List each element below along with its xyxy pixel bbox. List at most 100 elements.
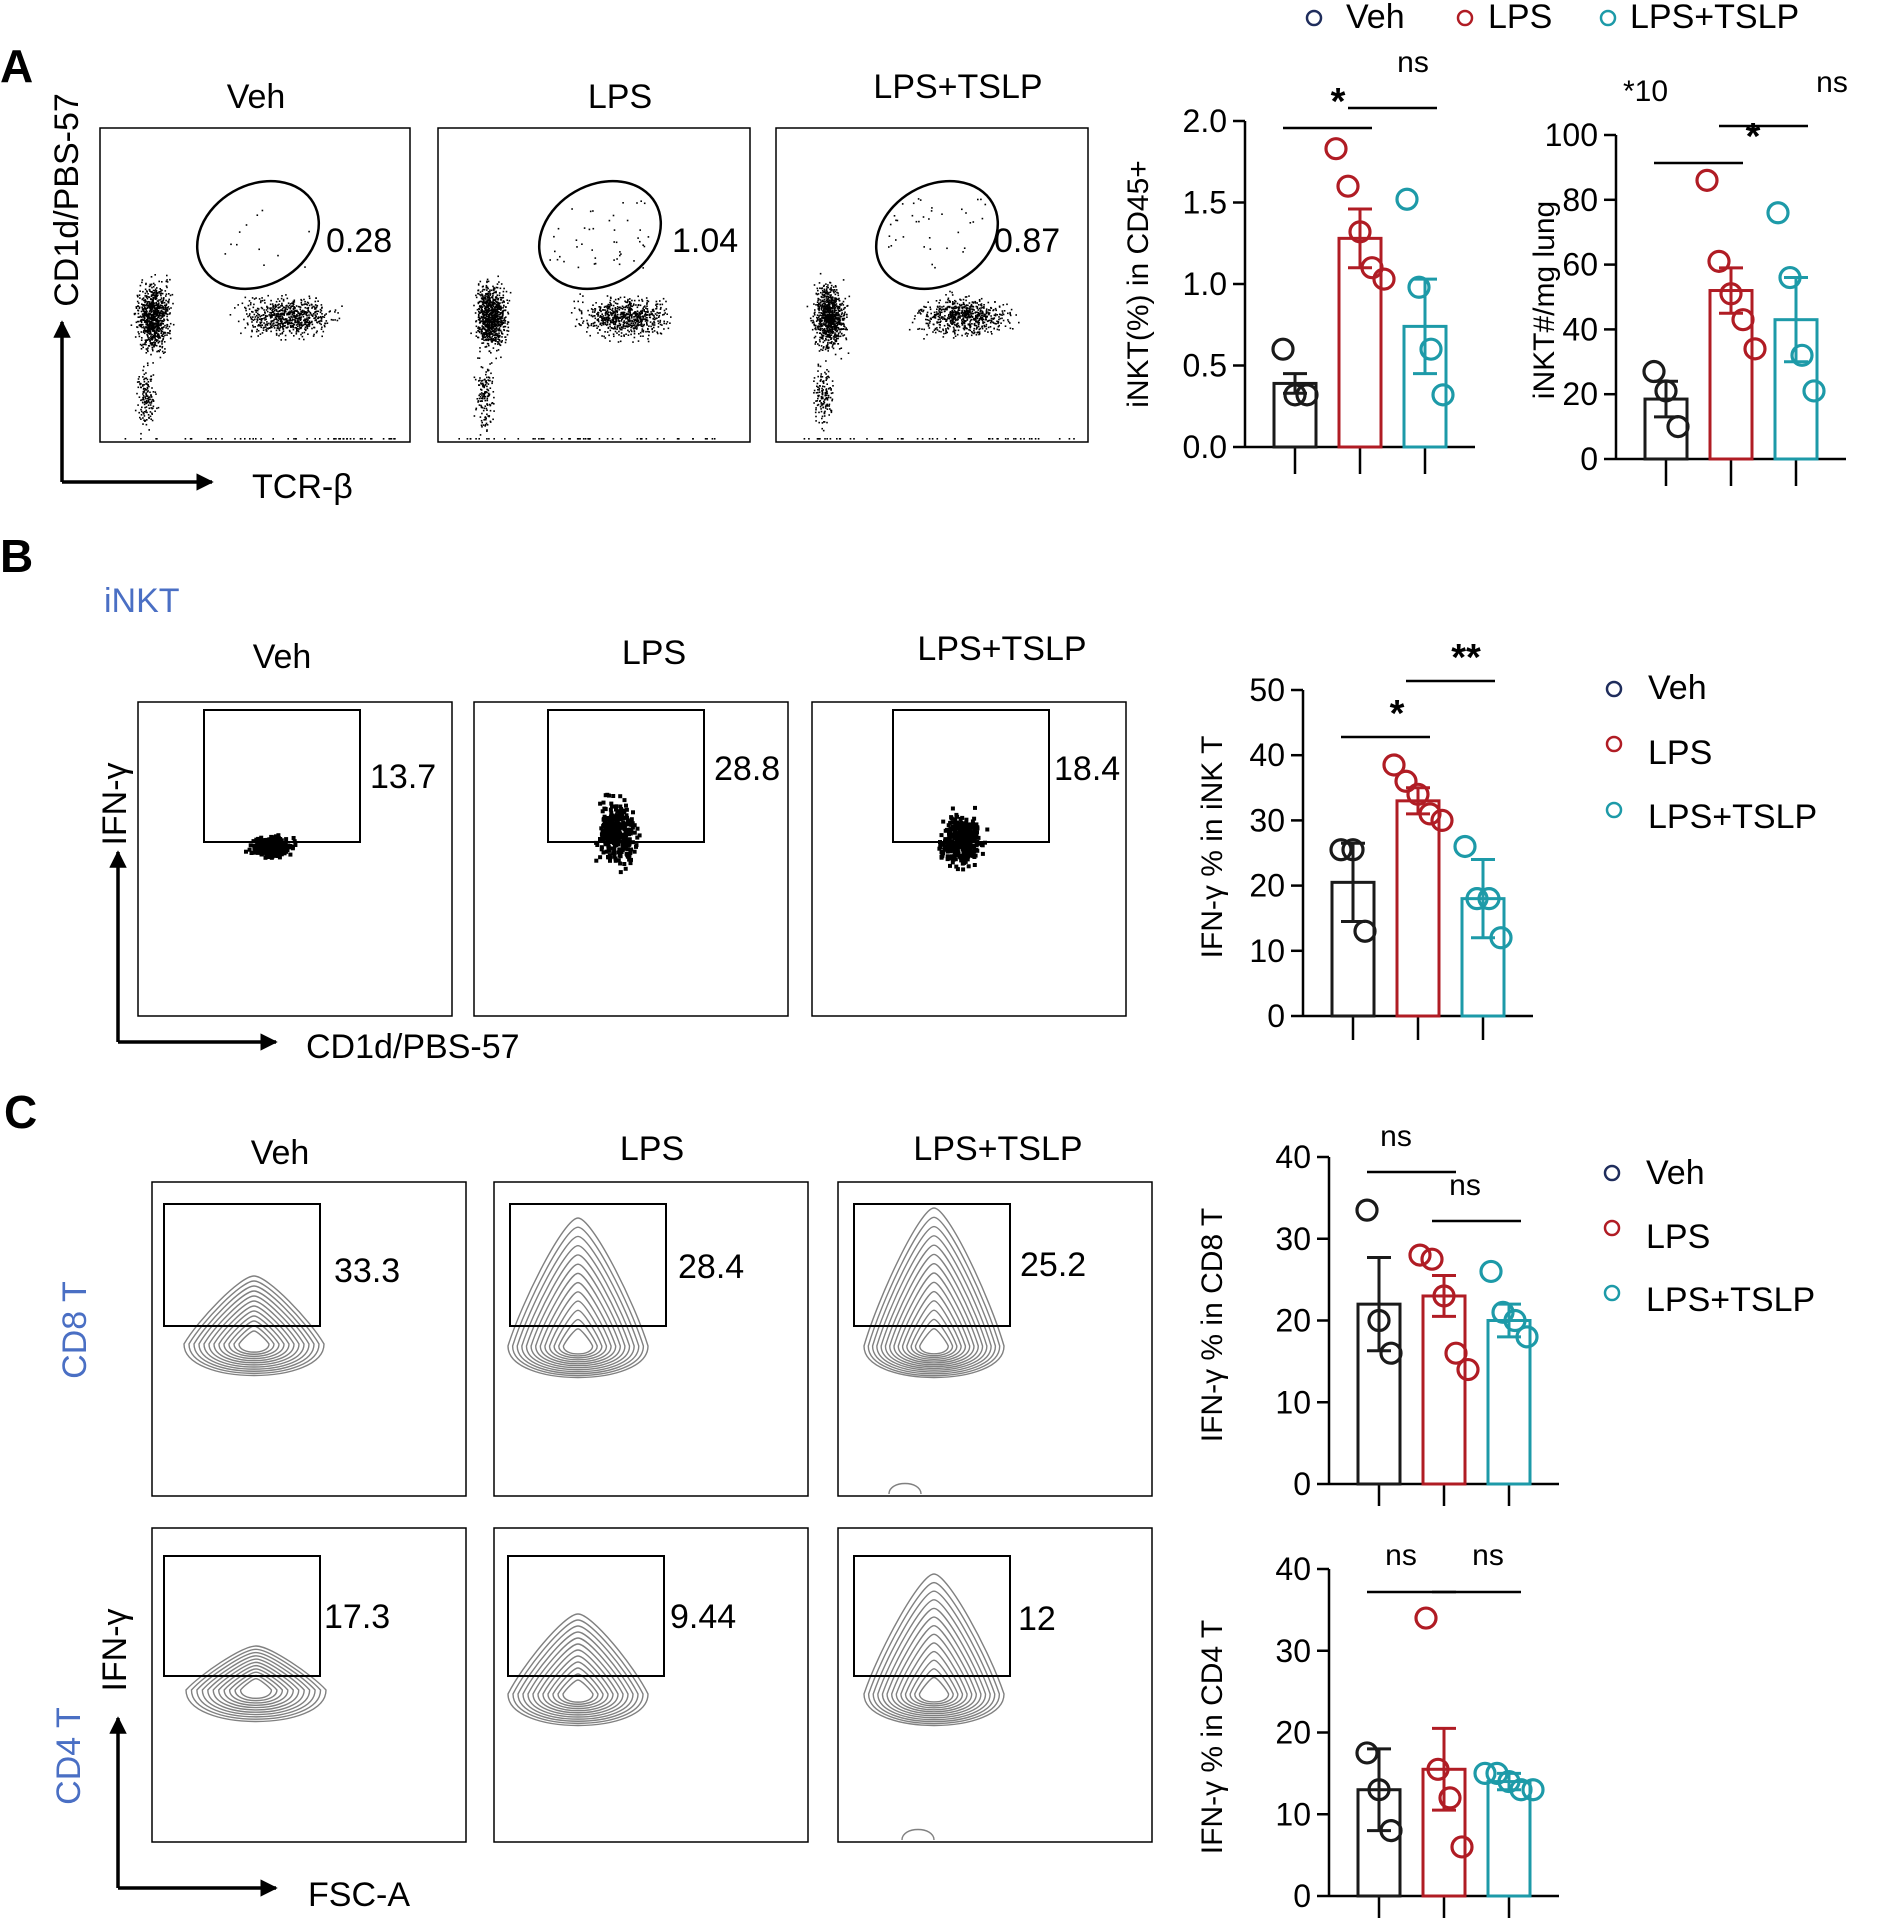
flow-event [633,312,635,314]
flow-event [143,299,145,302]
flow-event [848,295,851,298]
flow-event [140,408,142,411]
flow-event [595,324,598,327]
flow-event [480,316,483,319]
flow-event [587,309,589,312]
flow-event [151,294,154,297]
flow-event [145,282,147,285]
flow-event [1002,313,1005,316]
flow-event [999,317,1002,320]
flow-event [1001,317,1003,320]
flow-event [482,338,484,340]
flow-event [281,317,284,320]
flow-event [305,303,307,305]
flow-event [617,324,620,327]
flow-event [146,324,149,327]
flow-event [272,306,274,309]
flow-event [588,314,591,316]
flow-event [145,409,147,412]
flow-event [824,303,826,305]
flow-event [984,314,986,317]
flow-event [482,318,484,320]
flow-event [283,318,285,321]
flow-event [823,288,826,291]
flow-event [311,306,314,308]
flow-event [495,298,497,300]
flow-event [973,331,976,334]
flow-event [830,301,832,304]
flow-event [161,306,164,309]
flow-event [822,316,825,318]
flow-event [599,322,602,325]
flow-event [845,337,847,339]
flow-event [300,316,302,318]
flow-event [969,309,971,311]
flow-event [137,320,140,323]
flow-event [824,324,827,326]
flow-event [480,300,482,303]
flow-event [482,409,485,412]
flow-event [490,313,493,316]
flow-event [143,326,145,328]
flow-a-events-tslp [803,198,1075,440]
flow-event [147,293,149,295]
flow-event [837,298,840,301]
flow-event [610,303,612,305]
flow-event [834,353,837,356]
flow-event [475,408,477,411]
flow-event [826,328,828,330]
legend-tslp-marker [1599,9,1617,27]
flow-event [306,325,308,327]
flow-event [933,315,935,318]
flow-event [308,304,311,307]
flow-event [568,438,570,440]
flow-event [284,309,286,311]
flow-event [812,315,815,318]
flow-a-title-lps: LPS [588,78,652,116]
flow-event [492,334,494,337]
flow-event [154,336,156,339]
flow-event [977,304,980,306]
flow-event [914,315,916,317]
flow-event [819,326,821,328]
flow-event [496,304,499,306]
flow-event [822,306,825,308]
flow-event [499,340,501,342]
flow-event [829,314,831,316]
flow-event [477,330,480,332]
flow-event [500,331,503,333]
flow-event [160,307,163,309]
flow-event [479,377,481,379]
flow-event [920,313,922,315]
flow-event [973,329,975,332]
flow-event [636,320,638,323]
flow-event [549,259,551,261]
flow-event [825,321,827,324]
flow-event [634,315,636,318]
flow-event [597,332,599,334]
flow-event [338,317,341,320]
flow-event [951,323,954,325]
flow-event [505,306,507,308]
flow-event [337,312,339,314]
flow-event [149,325,151,327]
flow-event [540,438,542,440]
flow-event [835,289,838,291]
flow-event [924,306,926,308]
flow-event [980,307,982,309]
flow-event [497,275,499,278]
flow-event [314,438,316,440]
flow-event [493,438,495,440]
flow-event [971,331,973,333]
flow-event [623,314,626,316]
flow-event [141,401,144,404]
flow-event [306,301,309,304]
flow-event [167,306,170,308]
flow-event [150,326,153,329]
flow-event [303,338,305,341]
flow-event [494,336,496,339]
flow-event [140,331,143,333]
flow-event [160,292,162,295]
flow-event [292,300,295,303]
flow-event [147,328,149,330]
